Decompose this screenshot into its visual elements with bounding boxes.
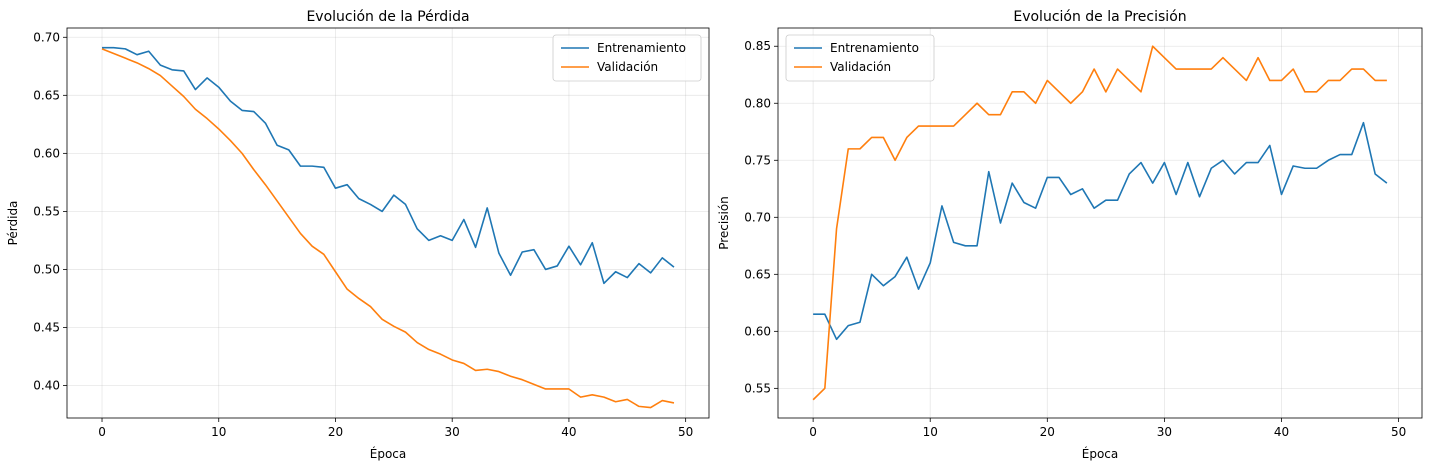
x-tick-label: 0 [809, 425, 817, 439]
y-tick-label: 0.70 [33, 30, 60, 44]
y-tick-label: 0.65 [33, 88, 60, 102]
legend-label: Validación [830, 60, 891, 74]
y-tick-label: 0.50 [33, 262, 60, 276]
chart-title: Evolución de la Pérdida [306, 9, 469, 25]
y-axis-label: Precisión [717, 196, 731, 250]
legend-label: Entrenamiento [597, 41, 686, 55]
x-tick-label: 20 [1040, 425, 1055, 439]
y-tick-label: 0.70 [744, 210, 771, 224]
legend: Entrenamiento Validación [785, 34, 935, 82]
y-tick-label: 0.65 [744, 267, 771, 281]
y-tick-label: 0.40 [33, 379, 60, 393]
y-tick-label: 0.80 [744, 96, 771, 110]
y-tick-label: 0.60 [33, 146, 60, 160]
legend-label: Entrenamiento [830, 41, 919, 55]
x-tick-label: 50 [1391, 425, 1406, 439]
legend: Entrenamiento Validación [552, 34, 702, 82]
series-line-entrenamiento [102, 46, 675, 285]
y-tick-label: 0.55 [33, 204, 60, 218]
y-tick-label: 0.85 [744, 39, 771, 53]
series-line-validación [812, 45, 1387, 401]
legend-box [552, 34, 702, 82]
chart-panel-1: 0 10 20 30 40 50 0.40 0.45 0.50 0.55 0.60 0.65 0.70 E… [6, 9, 710, 461]
x-tick-label: 40 [1274, 425, 1289, 439]
x-axis-label: Época [370, 446, 407, 461]
y-tick-label: 0.60 [744, 324, 771, 338]
series-line-entrenamiento [813, 121, 1388, 341]
x-axis-label: Época [1082, 446, 1119, 461]
x-tick-label: 50 [678, 425, 693, 439]
legend-box [785, 34, 935, 82]
x-tick-label: 0 [98, 425, 106, 439]
plot-frame [777, 27, 1423, 419]
x-tick-label: 40 [561, 425, 576, 439]
series-line-validación [101, 48, 675, 409]
x-tick-label: 30 [1157, 425, 1172, 439]
y-tick-label: 0.75 [744, 153, 771, 167]
y-tick-label: 0.55 [744, 381, 771, 395]
x-tick-label: 20 [328, 425, 343, 439]
y-axis-label: Pérdida [6, 201, 20, 246]
chart-title: Evolución de la Precisión [1013, 9, 1186, 25]
x-tick-label: 30 [445, 425, 460, 439]
x-tick-label: 10 [211, 425, 226, 439]
y-tick-label: 0.45 [33, 320, 60, 334]
chart-panel-2: 0 10 20 30 40 50 0.55 0.60 0.65 0.70 0.75 0.80 0.85 E… [717, 9, 1423, 461]
legend-label: Validación [597, 60, 658, 74]
plot-frame [66, 27, 710, 419]
x-tick-label: 10 [923, 425, 938, 439]
